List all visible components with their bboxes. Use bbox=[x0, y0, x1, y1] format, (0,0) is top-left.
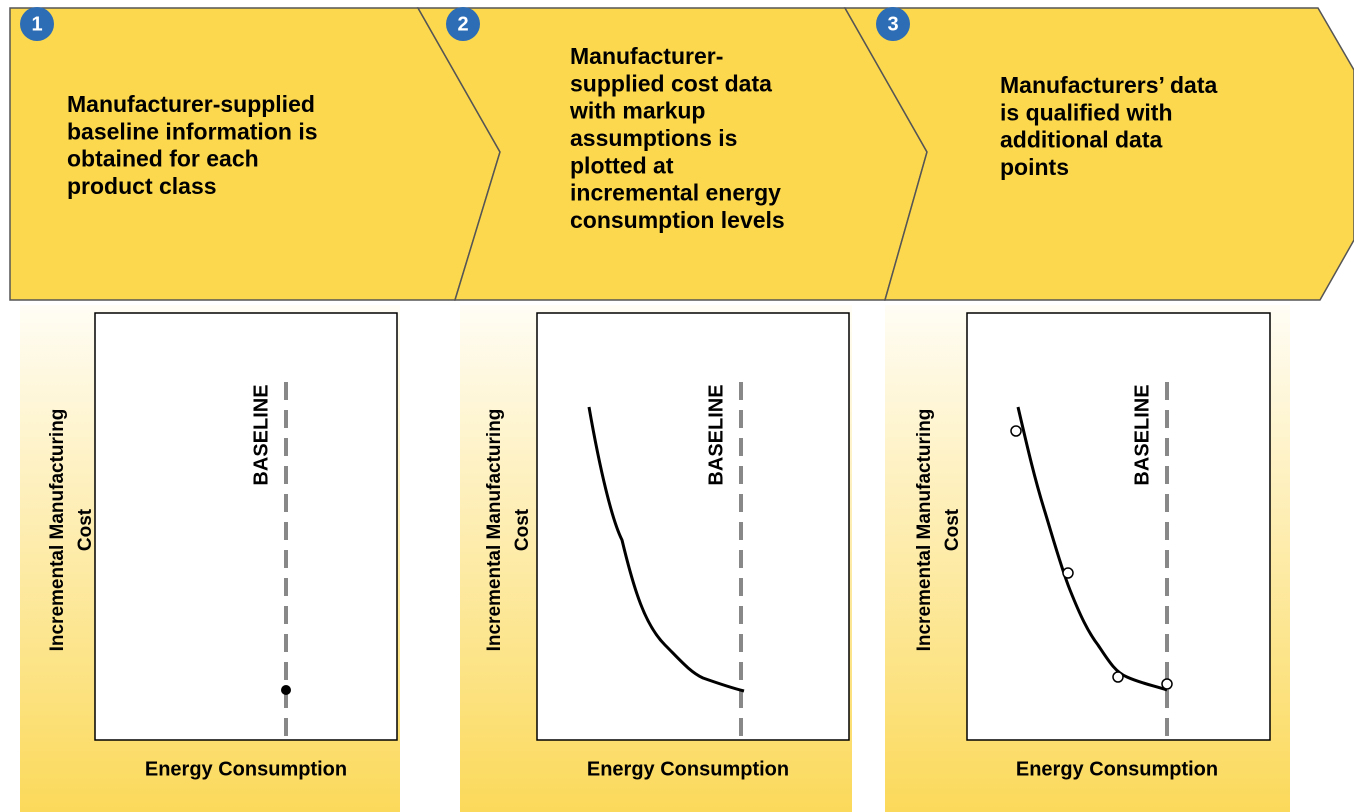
baselines bbox=[284, 382, 1169, 740]
data-point bbox=[1112, 671, 1124, 683]
step-badge bbox=[446, 7, 480, 41]
step-badge bbox=[20, 7, 54, 41]
step-text: Manufacturer- bbox=[570, 43, 723, 69]
baseline-label: BASELINE bbox=[1131, 384, 1153, 485]
step-text: product class bbox=[67, 173, 217, 199]
step-text: Manufacturers’ data bbox=[1000, 72, 1217, 98]
x-axis-label: Energy Consumption bbox=[1016, 758, 1218, 780]
y-axis-label: Incremental Manufacturing bbox=[914, 409, 935, 652]
cost-curve bbox=[587, 406, 745, 693]
step-text: supplied cost data bbox=[570, 70, 772, 96]
x-axis-label: Energy Consumption bbox=[145, 758, 347, 780]
step-text: baseline information is bbox=[67, 118, 318, 144]
step-text: is qualified with bbox=[1000, 99, 1173, 125]
baseline-label: BASELINE bbox=[705, 384, 727, 485]
baseline-label: BASELINE bbox=[250, 384, 272, 485]
data-points bbox=[1010, 425, 1173, 690]
step-text: assumptions is bbox=[570, 125, 737, 151]
y-axis-label: Incremental Manufacturing bbox=[47, 409, 68, 652]
step-number: 1 bbox=[31, 13, 42, 35]
plot-box bbox=[94, 312, 398, 741]
chevron bbox=[843, 7, 1354, 301]
plot-box bbox=[536, 312, 850, 741]
step-text: obtained for each bbox=[67, 146, 259, 172]
step-text: consumption levels bbox=[570, 207, 785, 233]
step-text: additional data bbox=[1000, 127, 1163, 153]
y-axis-label: Cost bbox=[512, 508, 533, 551]
step-number: 3 bbox=[887, 13, 898, 35]
y-axis-label: Cost bbox=[75, 508, 96, 551]
data-point bbox=[1062, 567, 1074, 579]
data-point bbox=[1161, 678, 1173, 690]
y-axis-label: Cost bbox=[942, 508, 963, 551]
step-number: 2 bbox=[457, 13, 468, 35]
step-text: incremental energy bbox=[570, 180, 781, 206]
step-badge bbox=[876, 7, 910, 41]
plot-box bbox=[966, 312, 1271, 741]
data-point bbox=[1010, 425, 1022, 437]
step-text: plotted at bbox=[570, 152, 674, 178]
baseline-point bbox=[281, 685, 291, 695]
cost-curve bbox=[1016, 406, 1168, 692]
y-axis-label: Incremental Manufacturing bbox=[484, 409, 505, 652]
step-text: points bbox=[1000, 154, 1069, 180]
step-text: Manufacturer-supplied bbox=[67, 91, 315, 117]
x-axis-label: Energy Consumption bbox=[587, 758, 789, 780]
step-text: with markup bbox=[569, 98, 705, 124]
